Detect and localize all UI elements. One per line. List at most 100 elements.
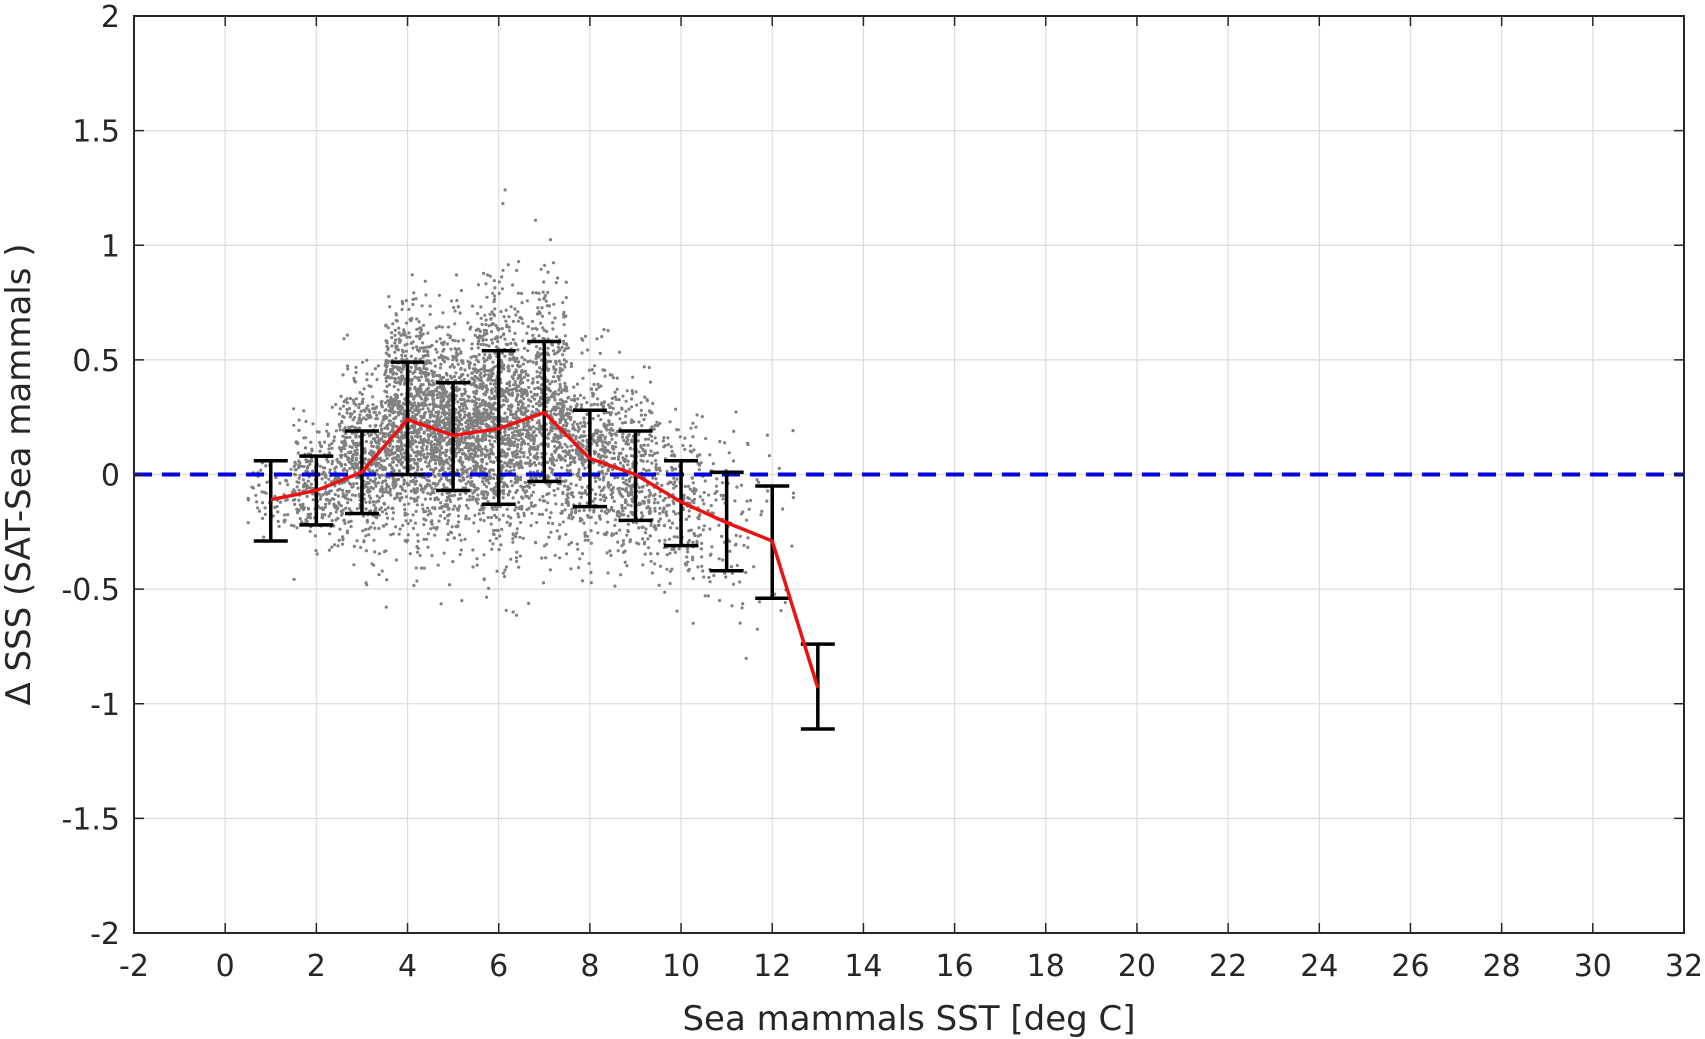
scatter-point [552,365,556,369]
scatter-point [532,430,536,434]
scatter-point [504,608,508,613]
scatter-point [447,400,451,404]
scatter-point [488,439,492,443]
scatter-point [649,449,653,453]
scatter-point [416,435,420,439]
scatter-point [438,337,442,341]
scatter-point [465,498,469,502]
scatter-point [481,476,485,480]
scatter-point [522,375,526,379]
scatter-point [501,392,505,396]
scatter-point [598,514,602,518]
scatter-point [481,342,486,346]
scatter-point [369,452,373,456]
scatter-point [383,479,388,483]
scatter-point [560,445,564,450]
scatter-point [371,395,375,399]
scatter-point [427,372,431,376]
scatter-point [338,407,342,411]
scatter-point [511,540,515,544]
scatter-point [515,445,520,449]
scatter-point [612,499,616,503]
scatter-point [489,449,493,453]
scatter-point [520,412,524,416]
scatter-point [396,477,401,481]
scatter-point [322,470,326,474]
scatter-point [503,568,507,572]
scatter-point [598,493,602,497]
scatter-point [560,345,564,349]
scatter-point [482,493,486,497]
scatter-point [384,448,388,452]
scatter-point [540,427,544,431]
scatter-point [332,435,337,439]
scatter-point [433,364,437,368]
scatter-point [426,350,430,354]
scatter-point [501,268,505,272]
scatter-point [583,490,587,495]
scatter-point [461,460,465,464]
scatter-point [311,498,315,502]
scatter-point [495,569,499,573]
scatter-point [493,307,497,311]
scatter-point [505,323,509,327]
scatter-point [359,545,363,550]
scatter-point [543,499,547,503]
scatter-point [406,533,410,537]
scatter-point [503,454,507,458]
scatter-point [520,504,524,508]
scatter-point [422,323,426,327]
scatter-point [467,399,471,403]
scatter-point [474,391,478,396]
scatter-point [259,468,263,472]
scatter-point [340,511,344,515]
scatter-point [456,305,460,309]
scatter-point [357,443,361,447]
scatter-point [528,359,532,363]
scatter-point [606,329,610,333]
scatter-point [422,537,426,542]
scatter-point [511,496,515,500]
scatter-point [334,429,338,433]
scatter-point [514,410,518,414]
scatter-point [445,373,449,377]
scatter-point [431,372,435,376]
scatter-point [428,497,433,501]
scatter-point [503,411,507,415]
scatter-point [383,426,387,430]
scatter-point [416,495,420,499]
scatter-point [601,488,605,492]
scatter-point [327,548,331,552]
scatter-point [354,365,358,369]
scatter-point [493,294,497,298]
scatter-point [522,397,526,401]
scatter-point [515,268,519,272]
scatter-point [385,395,389,399]
scatter-point [574,404,579,408]
scatter-point [628,479,632,483]
scatter-point [621,456,625,460]
scatter-point [493,286,497,290]
scatter-point [519,443,524,447]
scatter-point [454,371,458,375]
scatter-point [574,435,578,439]
scatter-point [630,397,634,401]
scatter-point [481,337,485,342]
scatter-point [491,507,495,511]
scatter-point [630,483,634,487]
scatter-point [526,420,530,424]
scatter-point [328,532,332,536]
scatter-point [433,475,437,479]
scatter-point [521,370,525,374]
scatter-point [448,530,453,534]
scatter-point [428,383,432,387]
scatter-point [514,613,519,617]
scatter-point [451,507,455,511]
scatter-point [480,322,484,327]
scatter-point [262,490,266,494]
scatter-point [432,449,436,454]
scatter-point [520,466,524,470]
scatter-point [397,458,401,462]
scatter-point [393,333,397,337]
scatter-point [545,329,549,334]
